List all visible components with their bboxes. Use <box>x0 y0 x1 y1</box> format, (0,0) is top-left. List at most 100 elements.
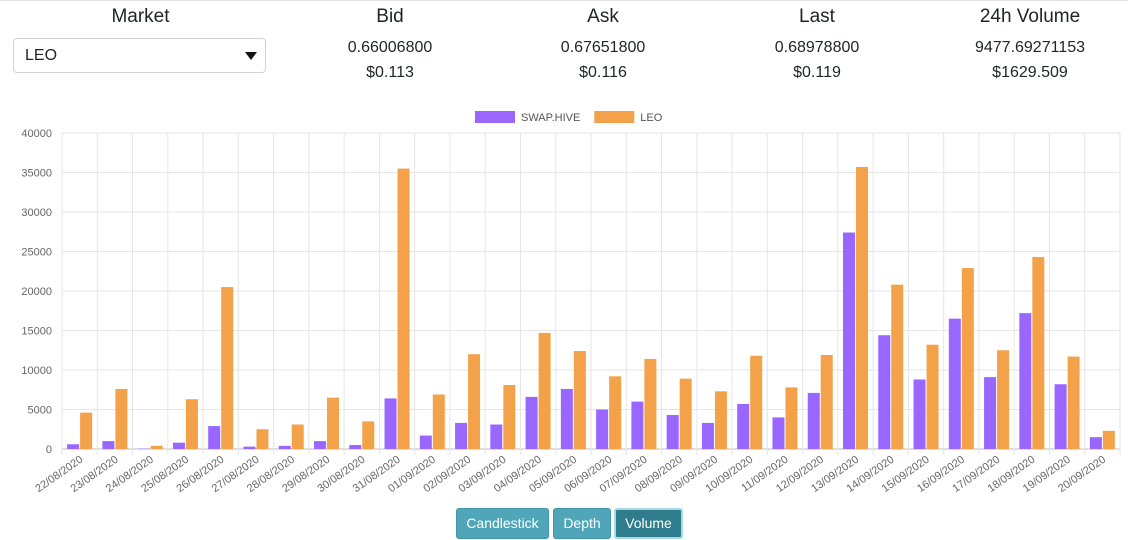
legend-label: SWAP.HIVE <box>521 112 580 124</box>
ask-title: Ask <box>587 6 619 27</box>
bar-swap-hive <box>984 377 997 449</box>
bar-leo <box>115 388 128 449</box>
bar-leo <box>397 168 410 450</box>
bar-leo <box>150 445 163 449</box>
top-border <box>0 0 1128 1</box>
bar-leo <box>362 421 375 449</box>
ask-usd: $0.116 <box>579 64 627 81</box>
legend: SWAP.HIVE LEO <box>475 111 663 124</box>
y-tick-label: 15000 <box>21 326 52 338</box>
bar-leo <box>961 268 974 449</box>
bar-leo <box>327 397 339 449</box>
bar-leo <box>1032 257 1045 449</box>
bar-leo <box>856 166 868 449</box>
bar-swap-hive <box>67 444 80 449</box>
y-tick-label: 25000 <box>21 247 52 259</box>
y-tick-label: 20000 <box>21 286 52 298</box>
bars <box>67 166 1115 450</box>
bar-swap-hive <box>878 335 891 449</box>
bar-swap-hive <box>490 424 503 449</box>
bar-leo <box>714 391 727 449</box>
bar-swap-hive <box>843 232 855 449</box>
volume-button[interactable]: Volume <box>614 508 683 539</box>
bar-leo <box>609 376 622 449</box>
y-tick-label: 5000 <box>28 405 52 417</box>
legend-swatch <box>594 111 635 123</box>
bar-leo <box>291 424 304 449</box>
bar-swap-hive <box>772 417 785 449</box>
bid-usd: $0.113 <box>366 64 414 81</box>
caret-down-icon <box>245 52 257 60</box>
bar-swap-hive <box>560 388 573 449</box>
bar-swap-hive <box>631 401 644 449</box>
bar-leo <box>468 354 481 449</box>
ask-column: Ask 0.67651800 $0.116 <box>503 6 703 85</box>
legend-label: LEO <box>640 112 662 124</box>
y-tick-label: 10000 <box>21 365 52 377</box>
bar-leo <box>1102 430 1115 449</box>
bar-swap-hive <box>596 409 609 449</box>
bid-column: Bid 0.66006800 $0.113 <box>290 6 490 85</box>
last-usd: $0.119 <box>793 64 841 81</box>
bar-swap-hive <box>948 318 961 449</box>
bar-leo <box>221 287 234 449</box>
bar-leo <box>644 358 657 449</box>
bar-swap-hive <box>278 445 291 449</box>
y-tick-label: 35000 <box>21 168 52 180</box>
candlestick-button[interactable]: Candlestick <box>456 508 549 539</box>
market-title: Market <box>111 6 170 27</box>
bar-swap-hive <box>525 396 538 449</box>
bar-leo <box>926 344 939 449</box>
bar-leo <box>750 355 763 449</box>
bar-swap-hive <box>208 426 221 449</box>
volume-title: 24h Volume <box>979 6 1081 27</box>
y-tick-label: 40000 <box>21 128 52 140</box>
bar-swap-hive <box>1089 437 1102 449</box>
last-value: 0.68978800 <box>774 39 860 56</box>
ask-value: 0.67651800 <box>560 39 646 56</box>
bar-swap-hive <box>243 446 256 449</box>
market-select[interactable]: LEO <box>13 38 266 73</box>
depth-button[interactable]: Depth <box>553 508 611 539</box>
bid-title: Bid <box>376 6 404 27</box>
y-tick-label: 30000 <box>21 207 52 219</box>
last-column: Last 0.68978800 $0.119 <box>717 6 917 85</box>
bar-leo <box>1067 356 1080 449</box>
bar-leo <box>891 284 904 449</box>
bar-swap-hive <box>666 415 679 449</box>
bar-leo <box>185 399 198 449</box>
volume-chart: 0 5000 10000 15000 20000 25000 30000 35000 40000… <box>21 111 1121 495</box>
last-title: Last <box>799 6 835 27</box>
bar-leo <box>256 429 269 449</box>
bar-leo <box>573 351 586 449</box>
bar-swap-hive <box>349 445 362 449</box>
bar-swap-hive <box>384 398 397 449</box>
bar-leo <box>785 387 798 449</box>
bar-leo <box>538 332 551 449</box>
market-select-value: LEO <box>25 47 58 64</box>
bar-swap-hive <box>314 441 326 449</box>
volume-value: 9477.69271153 <box>974 39 1086 56</box>
bar-leo <box>432 394 445 449</box>
bid-value: 0.66006800 <box>347 39 433 56</box>
bar-leo <box>679 378 692 449</box>
bar-swap-hive <box>172 442 185 449</box>
bar-swap-hive <box>102 441 115 449</box>
volume-usd: $1629.509 <box>992 64 1068 81</box>
bar-swap-hive <box>701 422 714 449</box>
bar-leo <box>997 350 1010 449</box>
bar-swap-hive <box>419 435 432 449</box>
bar-swap-hive <box>1019 313 1032 449</box>
bar-swap-hive <box>913 379 926 449</box>
y-tick-label: 0 <box>46 444 52 456</box>
bar-leo <box>820 354 833 449</box>
bar-swap-hive <box>1054 384 1067 449</box>
bar-leo <box>80 412 93 449</box>
grid <box>61 132 1121 455</box>
bar-swap-hive <box>807 392 820 449</box>
bar-swap-hive <box>455 422 468 449</box>
legend-swatch <box>475 111 515 123</box>
volume-column: 24h Volume 9477.69271153 $1629.509 <box>930 6 1128 85</box>
bar-swap-hive <box>737 403 750 449</box>
bar-leo <box>503 385 516 449</box>
